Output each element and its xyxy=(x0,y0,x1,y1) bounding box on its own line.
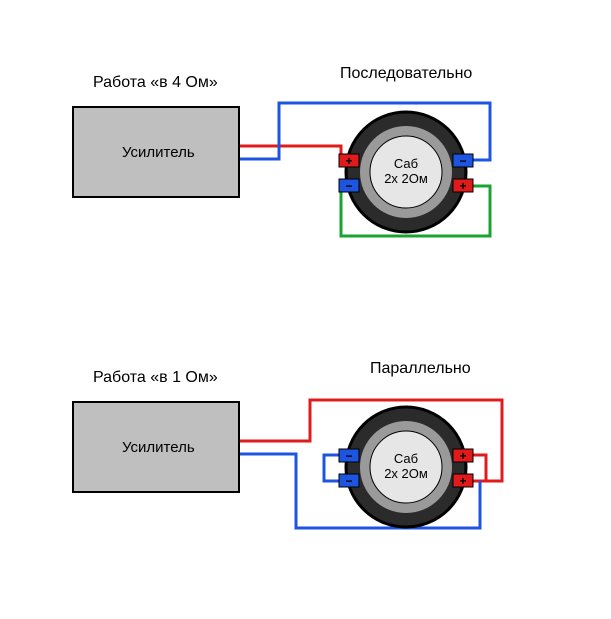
wire-bot-3 xyxy=(324,455,341,481)
terminal-sign-bot-bl: − xyxy=(345,474,352,488)
type-label-bot: Параллельно xyxy=(370,360,471,378)
mode-label-bot: Работа «в 1 Ом» xyxy=(93,369,218,387)
terminal-sign-bot-tr: + xyxy=(459,449,466,463)
diagram-bot: − + − + xyxy=(0,0,611,619)
sub-label-bot: Саб2x 2Ом xyxy=(373,451,439,481)
terminal-sign-bot-br: + xyxy=(459,474,466,488)
terminal-sign-bot-tl: − xyxy=(345,449,352,463)
amp-label-bot: Усилитель xyxy=(122,439,195,456)
